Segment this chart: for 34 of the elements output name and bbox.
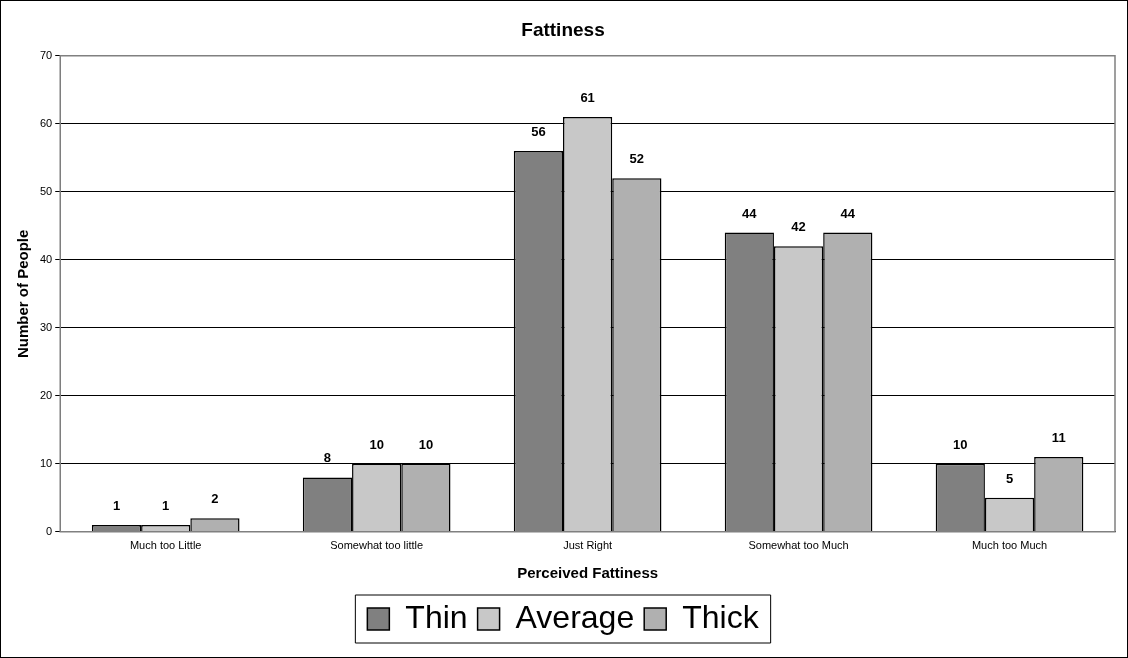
data-label: 10 <box>418 436 434 452</box>
data-label: 8 <box>323 450 332 466</box>
data-label: 56 <box>531 124 546 140</box>
x-tick-label: Much too Little <box>129 539 202 552</box>
y-tick-label: 60 <box>39 116 53 129</box>
data-label: 10 <box>953 436 968 452</box>
data-label: 1 <box>112 498 121 514</box>
legend-label: Thin <box>405 598 468 635</box>
y-tick-label: 10 <box>39 456 53 469</box>
data-label: 61 <box>580 90 595 106</box>
data-label: 11 <box>1051 430 1066 446</box>
y-tick-label: 50 <box>39 184 53 197</box>
data-label: 2 <box>211 491 219 507</box>
data-label: 44 <box>840 205 856 221</box>
y-tick-label: 70 <box>39 48 53 61</box>
x-tick-label: Somewhat too Much <box>748 539 849 552</box>
x-axis-title: Perceived Fattiness <box>517 564 659 582</box>
y-axis-title: Number of People <box>14 229 32 358</box>
data-label: 42 <box>791 219 806 235</box>
legend-label: Thick <box>682 598 760 635</box>
data-label: 52 <box>629 151 645 167</box>
data-label: 5 <box>1005 470 1014 486</box>
chart-title: Fattiness <box>521 18 605 40</box>
legend-label: Average <box>515 598 635 635</box>
data-label: 44 <box>742 205 758 221</box>
y-tick-label: 30 <box>39 320 53 333</box>
y-tick-label: 0 <box>46 524 53 537</box>
x-tick-label: Much too Much <box>971 539 1048 552</box>
y-tick-label: 20 <box>39 388 53 401</box>
x-tick-label: Somewhat too little <box>330 539 424 552</box>
y-tick-label: 40 <box>39 252 53 265</box>
data-label: 1 <box>162 498 170 514</box>
x-tick-label: Just Right <box>563 539 613 552</box>
data-label: 10 <box>369 436 384 452</box>
